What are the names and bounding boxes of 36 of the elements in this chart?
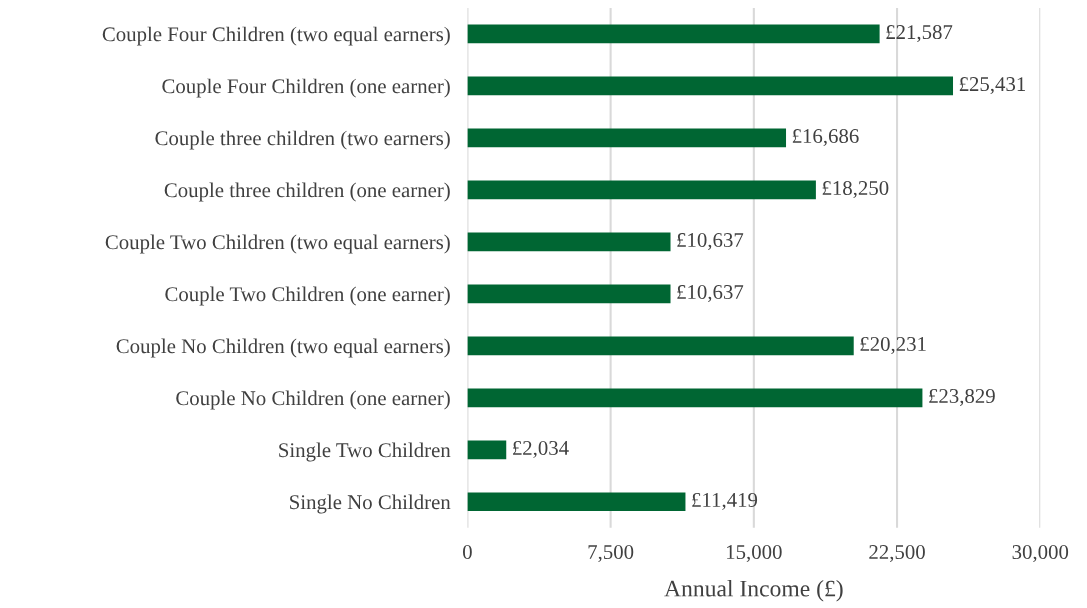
bar bbox=[467, 24, 880, 44]
x-tick-label: 15,000 bbox=[727, 545, 782, 563]
y-tick-label: Couple Four Children (two equal earners) bbox=[102, 26, 450, 46]
data-label: £18,250 bbox=[822, 181, 889, 199]
data-label: £11,419 bbox=[692, 492, 758, 510]
bar bbox=[467, 284, 671, 304]
data-label: £23,829 bbox=[929, 388, 995, 406]
y-tick-label: Single No Children bbox=[290, 494, 451, 514]
y-tick-label: Couple No Children (one earner) bbox=[176, 390, 450, 410]
y-tick-label: Couple Two Children (one earner) bbox=[165, 286, 450, 306]
bar bbox=[467, 492, 686, 512]
y-tick-label: Couple three children (two earners) bbox=[155, 130, 450, 150]
data-label: £10,637 bbox=[677, 232, 744, 251]
y-tick-label: Couple Four Children (one earner) bbox=[162, 78, 450, 98]
bar bbox=[467, 180, 816, 200]
data-label: £25,431 bbox=[959, 77, 1026, 95]
x-tick-label: 30,000 bbox=[1012, 545, 1069, 563]
bar bbox=[467, 388, 923, 408]
x-axis-title: Annual Income (£) bbox=[664, 579, 843, 602]
bar bbox=[467, 128, 787, 148]
bar bbox=[467, 440, 507, 460]
x-tick-label: 7,500 bbox=[588, 545, 634, 563]
data-label: £16,686 bbox=[792, 129, 859, 147]
data-label: £10,637 bbox=[677, 284, 744, 303]
bar bbox=[467, 232, 671, 252]
y-tick-label: Single Two Children bbox=[279, 442, 451, 462]
data-label: £21,587 bbox=[886, 25, 953, 43]
y-tick-label: Couple No Children (two equal earners) bbox=[116, 338, 450, 358]
x-tick-label: 22,500 bbox=[869, 545, 925, 563]
bar bbox=[467, 336, 854, 356]
data-label: £2,034 bbox=[513, 440, 569, 458]
data-label: £20,231 bbox=[860, 336, 926, 355]
bar bbox=[467, 76, 954, 96]
x-tick-label: 0 bbox=[463, 545, 472, 560]
y-tick-label: Couple Two Children (two equal earners) bbox=[105, 234, 450, 254]
y-tick-label: Couple three children (one earner) bbox=[164, 182, 450, 202]
